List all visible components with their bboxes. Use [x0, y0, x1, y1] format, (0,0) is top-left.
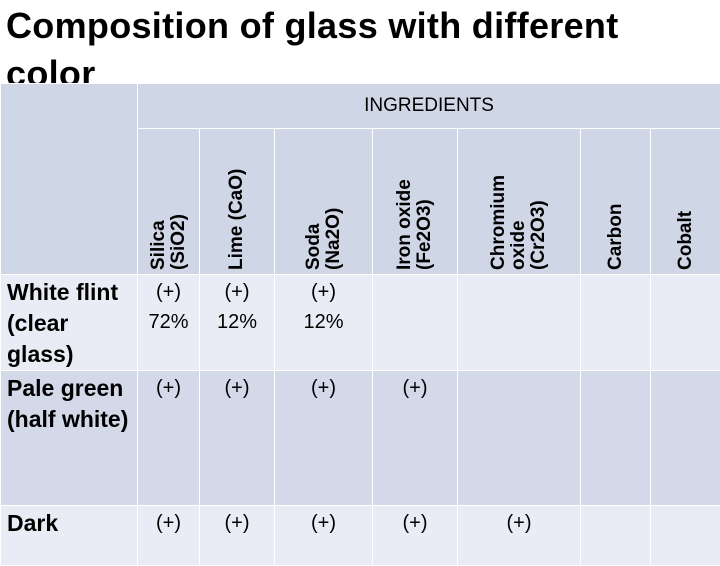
- column-header-iron: Iron oxide(Fe2O3): [373, 129, 458, 275]
- column-header-line: (Cr2O3): [529, 200, 549, 270]
- column-header-lime: Lime (CaO): [200, 129, 275, 275]
- column-header-line: Iron oxide: [395, 179, 415, 270]
- column-header-line: (Fe2O3): [415, 199, 435, 270]
- row-header: Pale green (half white): [1, 371, 138, 506]
- table-cell: (+) 12%: [200, 275, 275, 371]
- table-cell: [373, 275, 458, 371]
- column-header-line: Soda: [304, 224, 324, 270]
- table-cell: (+): [138, 371, 200, 506]
- table-cell: [581, 506, 651, 566]
- table-cell: [581, 371, 651, 506]
- column-header-line: (SiO2): [169, 214, 189, 270]
- table-cell: [651, 275, 720, 371]
- column-header-line: (Na2O): [324, 208, 344, 270]
- table-cell: (+): [373, 506, 458, 566]
- table-cell: (+): [458, 506, 581, 566]
- column-header-line: Chromium: [489, 175, 509, 270]
- column-header-line: Silica: [149, 220, 169, 270]
- column-header-cobalt: Cobalt: [651, 129, 720, 275]
- table-row: Pale green (half white)(+)(+)(+)(+): [1, 371, 720, 506]
- table-cell: [458, 275, 581, 371]
- table-cell: (+): [138, 506, 200, 566]
- column-header-line: oxide: [509, 220, 529, 270]
- column-header-line: Lime (CaO): [227, 169, 247, 270]
- table-cell: (+): [275, 506, 373, 566]
- table-cell: [651, 506, 720, 566]
- table-cell: [458, 371, 581, 506]
- column-header-carbon: Carbon: [581, 129, 651, 275]
- table-cell: (+): [200, 371, 275, 506]
- row-header: Dark: [1, 506, 138, 566]
- column-header-line: Carbon: [606, 204, 626, 271]
- column-header-line: Cobalt: [676, 211, 696, 270]
- column-header-soda: Soda(Na2O): [275, 129, 373, 275]
- ingredients-header: INGREDIENTS: [138, 84, 720, 129]
- table-cell: (+) 12%: [275, 275, 373, 371]
- table-cell: (+): [373, 371, 458, 506]
- composition-table: INGREDIENTS Silica(SiO2) Lime (CaO) Soda(N…: [0, 83, 720, 566]
- table-corner-cell: [1, 84, 138, 275]
- table-row: Dark(+)(+)(+)(+)(+): [1, 506, 720, 566]
- table-cell: (+): [275, 371, 373, 506]
- column-header-silica: Silica(SiO2): [138, 129, 200, 275]
- table-cell: (+) 72%: [138, 275, 200, 371]
- table-cell: (+): [200, 506, 275, 566]
- table-cell: [581, 275, 651, 371]
- table-cell: [651, 371, 720, 506]
- table-row: White flint (clear glass)(+) 72%(+) 12%(…: [1, 275, 720, 371]
- row-header: White flint (clear glass): [1, 275, 138, 371]
